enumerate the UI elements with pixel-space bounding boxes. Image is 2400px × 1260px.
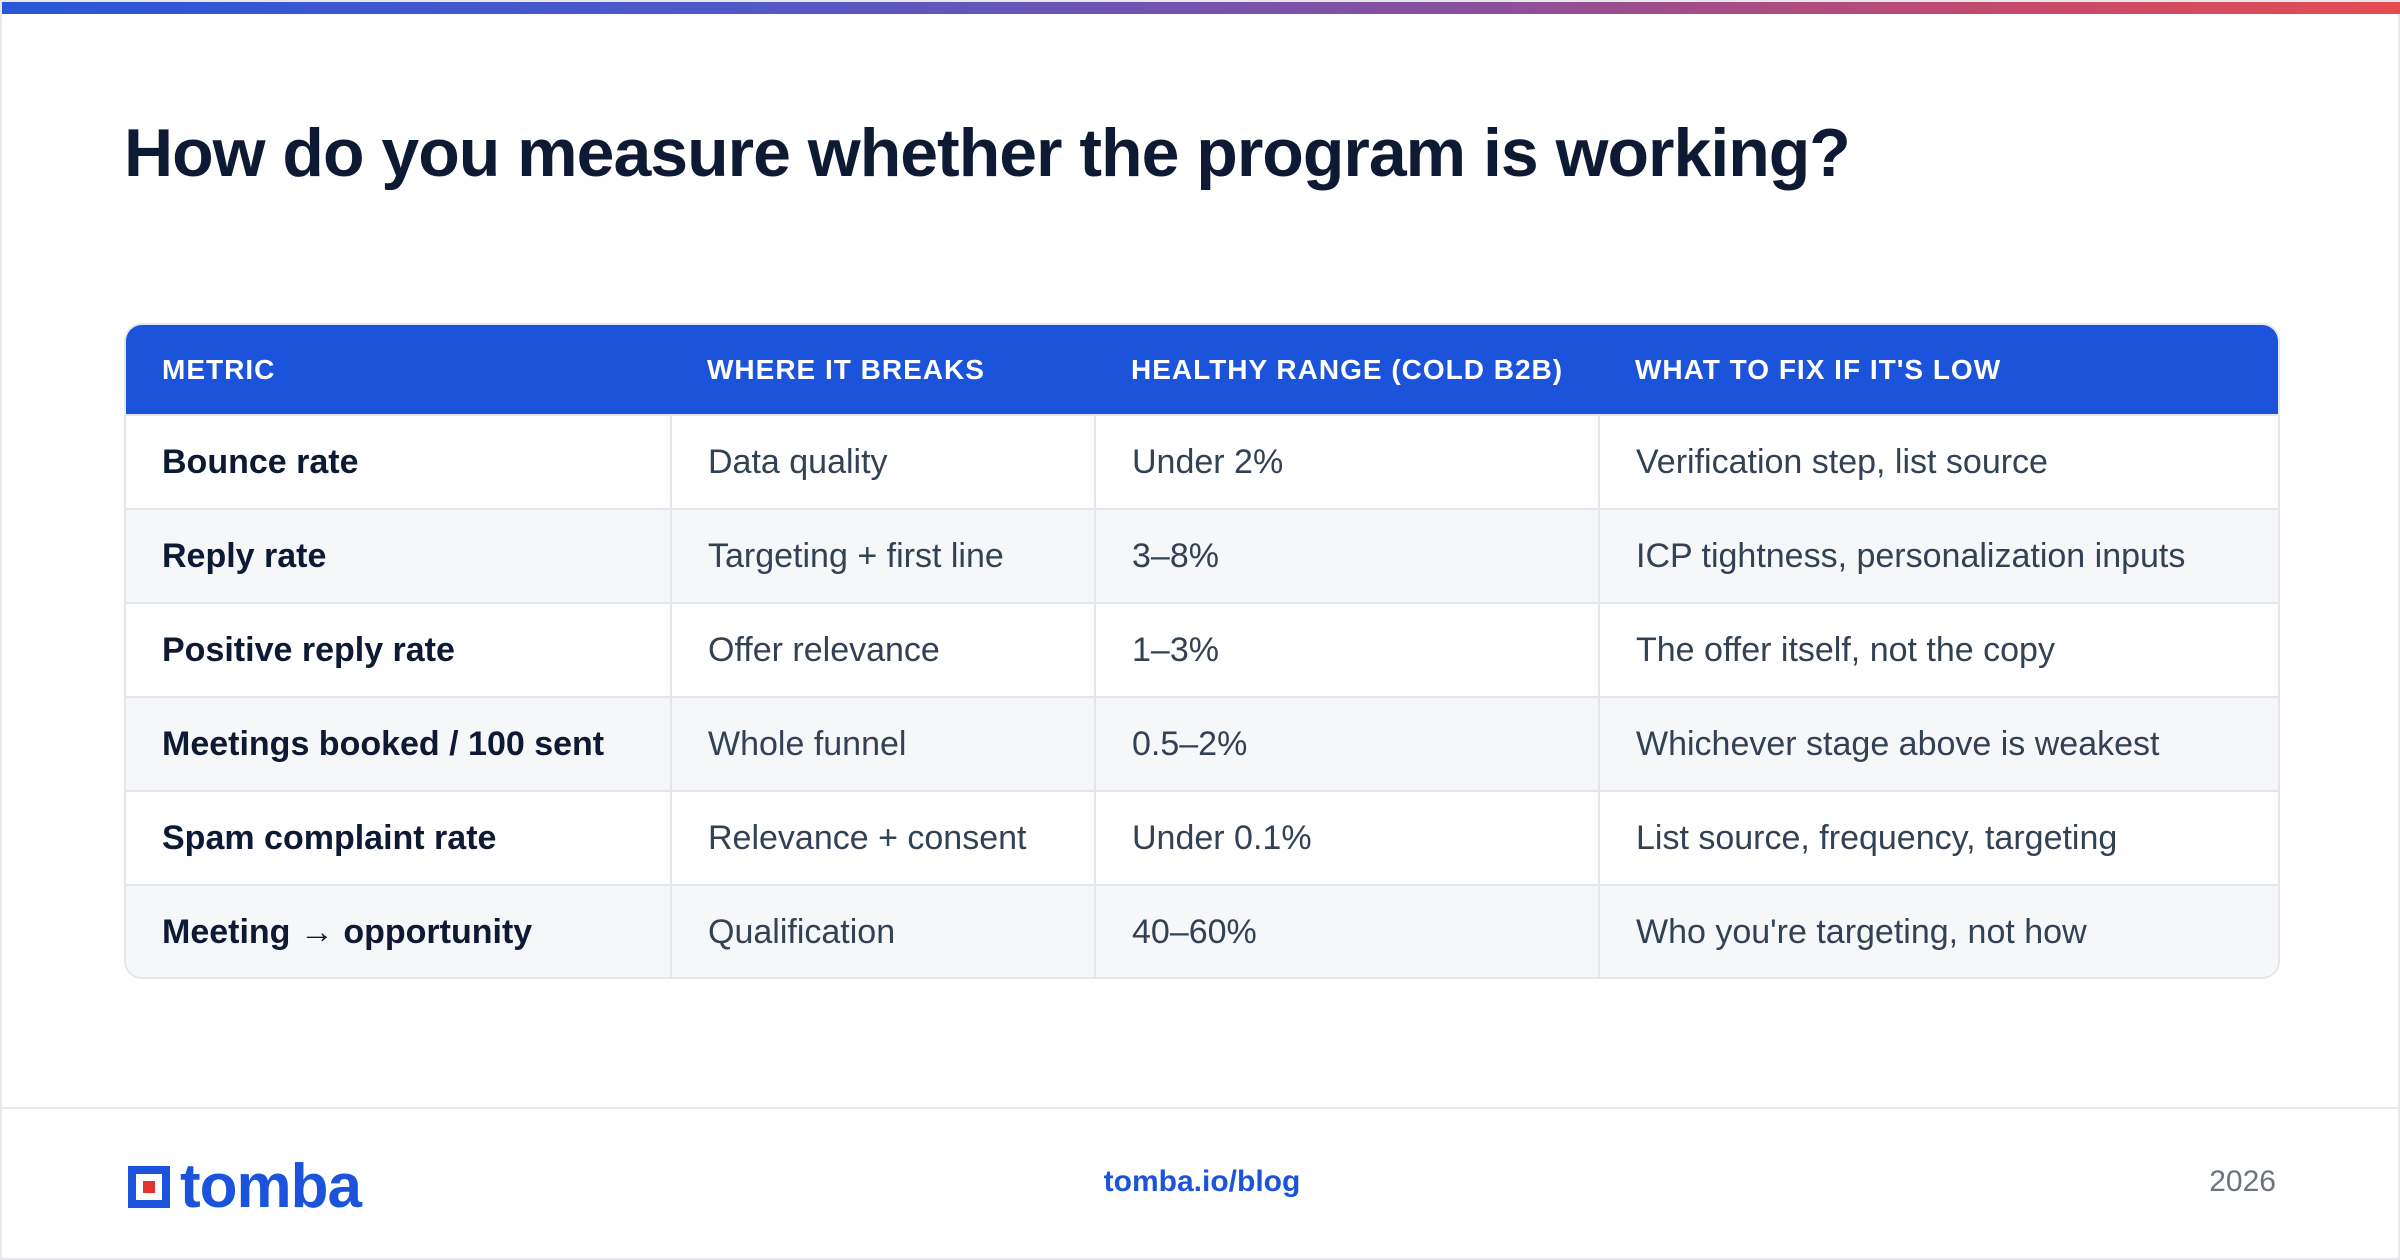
what-to-fix-cell: List source, frequency, targeting (1598, 790, 2278, 885)
table-header: METRIC WHERE IT BREAKS HEALTHY RANGE (CO… (126, 325, 2278, 415)
healthy-range-cell: Under 2% (1094, 414, 1599, 509)
where-it-breaks-cell: Data quality (670, 414, 1095, 509)
table-row: Positive reply rate Offer relevance 1–3%… (126, 602, 2278, 697)
metric-cell: Positive reply rate (126, 602, 671, 697)
where-it-breaks-cell: Relevance + consent (670, 790, 1095, 885)
metric-cell: Reply rate (126, 508, 671, 603)
page-title: How do you measure whether the program i… (124, 115, 1851, 191)
table-body: Bounce rate Data quality Under 2% Verifi… (126, 414, 2278, 977)
header-row: METRIC WHERE IT BREAKS HEALTHY RANGE (CO… (126, 325, 2278, 415)
healthy-range-cell: Under 0.1% (1094, 790, 1599, 885)
column-header-metric: METRIC (162, 353, 276, 385)
where-it-breaks-cell: Offer relevance (670, 602, 1095, 697)
column-header-what-to-fix: WHAT TO FIX IF IT'S LOW (1635, 353, 2002, 385)
metrics-table: METRIC WHERE IT BREAKS HEALTHY RANGE (CO… (124, 323, 2280, 979)
tomba-logo-mark-icon (128, 1166, 170, 1208)
metric-cell: Meeting → opportunity (126, 884, 671, 977)
healthy-range-cell: 3–8% (1094, 508, 1599, 603)
table-row: Spam complaint rate Relevance + consent … (126, 790, 2278, 885)
what-to-fix-cell: ICP tightness, personalization inputs (1598, 508, 2278, 603)
where-it-breaks-cell: Qualification (670, 884, 1095, 977)
table-row: Reply rate Targeting + first line 3–8% I… (126, 508, 2278, 603)
what-to-fix-cell: Who you're targeting, not how (1598, 884, 2278, 977)
metric-cell: Spam complaint rate (126, 790, 671, 885)
what-to-fix-cell: The offer itself, not the copy (1598, 602, 2278, 697)
healthy-range-cell: 0.5–2% (1094, 696, 1599, 791)
footer-year: 2026 (2209, 1165, 2276, 1198)
metric-cell: Meetings booked / 100 sent (126, 696, 671, 791)
table-row: Meeting → opportunity Qualification 40–6… (126, 884, 2278, 977)
where-it-breaks-cell: Targeting + first line (670, 508, 1095, 603)
where-it-breaks-cell: Whole funnel (670, 696, 1095, 791)
blog-link[interactable]: tomba.io/blog (1103, 1165, 1301, 1198)
column-header-where-it-breaks: WHERE IT BREAKS (707, 353, 985, 385)
logo-wordmark: tomba (180, 1152, 362, 1221)
healthy-range-cell: 40–60% (1094, 884, 1599, 977)
what-to-fix-cell: Verification step, list source (1598, 414, 2278, 509)
table-row: Bounce rate Data quality Under 2% Verifi… (126, 414, 2278, 509)
footer-divider (2, 1107, 2400, 1109)
table-row: Meetings booked / 100 sent Whole funnel … (126, 696, 2278, 791)
tomba-logo[interactable]: tomba (124, 1152, 362, 1221)
column-header-healthy-range: HEALTHY RANGE (COLD B2B) (1131, 353, 1564, 385)
metric-cell: Bounce rate (126, 414, 671, 509)
top-gradient-bar (2, 2, 2400, 14)
what-to-fix-cell: Whichever stage above is weakest (1598, 696, 2278, 791)
healthy-range-cell: 1–3% (1094, 602, 1599, 697)
